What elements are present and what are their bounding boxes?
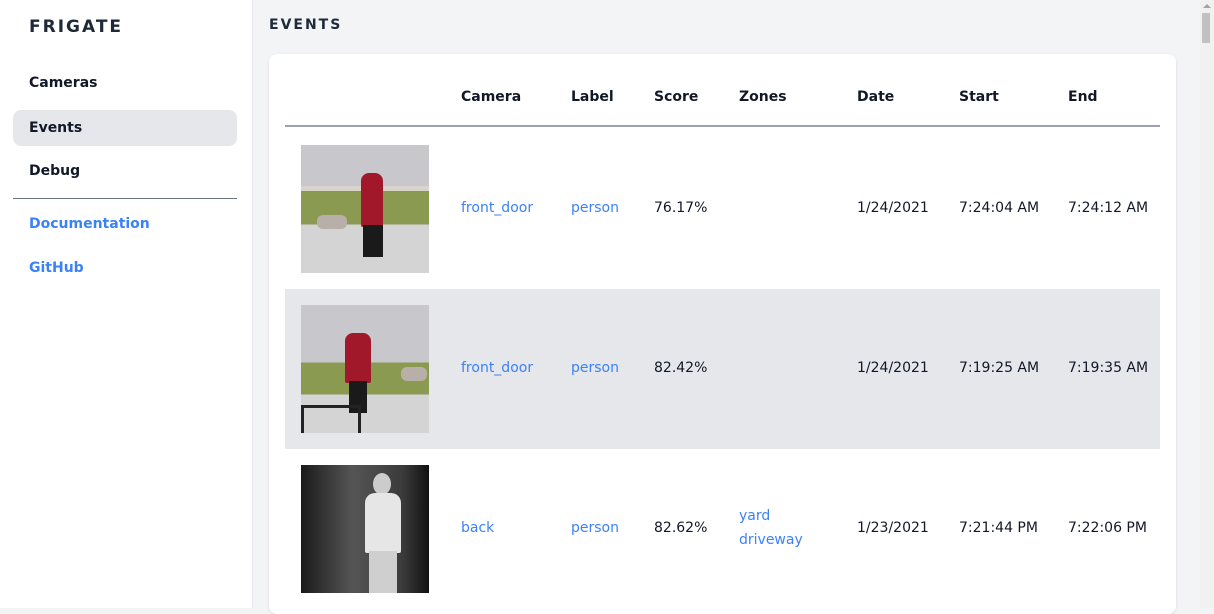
events-table: Camera Label Score Zones Date Start End … [269, 54, 1176, 614]
zone-link[interactable]: driveway [739, 532, 803, 548]
end-time: 7:24:12 AM [1068, 200, 1149, 216]
end-time: 7:22:06 PM [1068, 520, 1147, 536]
zone-link[interactable]: yard [739, 508, 771, 524]
date: 1/23/2021 [857, 520, 929, 536]
table-header: Camera Label Score Zones Date Start End [285, 54, 1160, 127]
start-time: 7:24:04 AM [959, 200, 1040, 216]
event-thumbnail[interactable] [301, 465, 429, 593]
start-time: 7:19:25 AM [959, 360, 1040, 376]
label-link[interactable]: person [571, 360, 619, 376]
page-title: EVENTS [269, 17, 343, 33]
score: 82.42% [654, 360, 708, 376]
date: 1/24/2021 [857, 200, 929, 216]
sidebar-item-events[interactable]: Events [13, 110, 237, 146]
brand-logo: FRIGATE [29, 17, 124, 37]
end-time: 7:19:35 AM [1068, 360, 1149, 376]
sidebar: FRIGATE Cameras Events Debug Documentati… [0, 0, 253, 608]
score: 76.17% [654, 200, 708, 216]
label-link[interactable]: person [571, 520, 619, 536]
scroll-up-arrow-icon[interactable] [1203, 4, 1211, 8]
column-camera: Camera [461, 89, 522, 105]
column-zones: Zones [739, 89, 787, 105]
column-start: Start [959, 89, 999, 105]
column-score: Score [654, 89, 699, 105]
start-time: 7:21:44 PM [959, 520, 1038, 536]
score: 82.62% [654, 520, 708, 536]
scrollbar[interactable] [1200, 0, 1214, 608]
label-link[interactable]: person [571, 200, 619, 216]
documentation-link[interactable]: Documentation [29, 216, 150, 232]
camera-link[interactable]: front_door [461, 200, 534, 216]
table-row[interactable]: front_door person 82.42% 1/24/2021 7:19:… [285, 289, 1160, 449]
sidebar-item-debug[interactable]: Debug [29, 163, 81, 179]
camera-link[interactable]: back [461, 520, 495, 536]
table-row[interactable]: front_door person 76.17% 1/24/2021 7:24:… [285, 129, 1160, 289]
github-link[interactable]: GitHub [29, 260, 84, 276]
event-thumbnail[interactable] [301, 145, 429, 273]
camera-link[interactable]: front_door [461, 360, 534, 376]
column-label: Label [571, 89, 614, 105]
event-thumbnail[interactable] [301, 305, 429, 433]
table-row[interactable]: back person 82.62% yard driveway 1/23/20… [285, 449, 1160, 609]
main-content: EVENTS Camera Label Score Zones Date Sta… [253, 0, 1200, 614]
sidebar-item-cameras[interactable]: Cameras [29, 75, 98, 91]
column-date: Date [857, 89, 895, 105]
scrollbar-thumb[interactable] [1202, 13, 1210, 43]
date: 1/24/2021 [857, 360, 929, 376]
column-end: End [1068, 89, 1098, 105]
sidebar-divider [13, 198, 237, 199]
